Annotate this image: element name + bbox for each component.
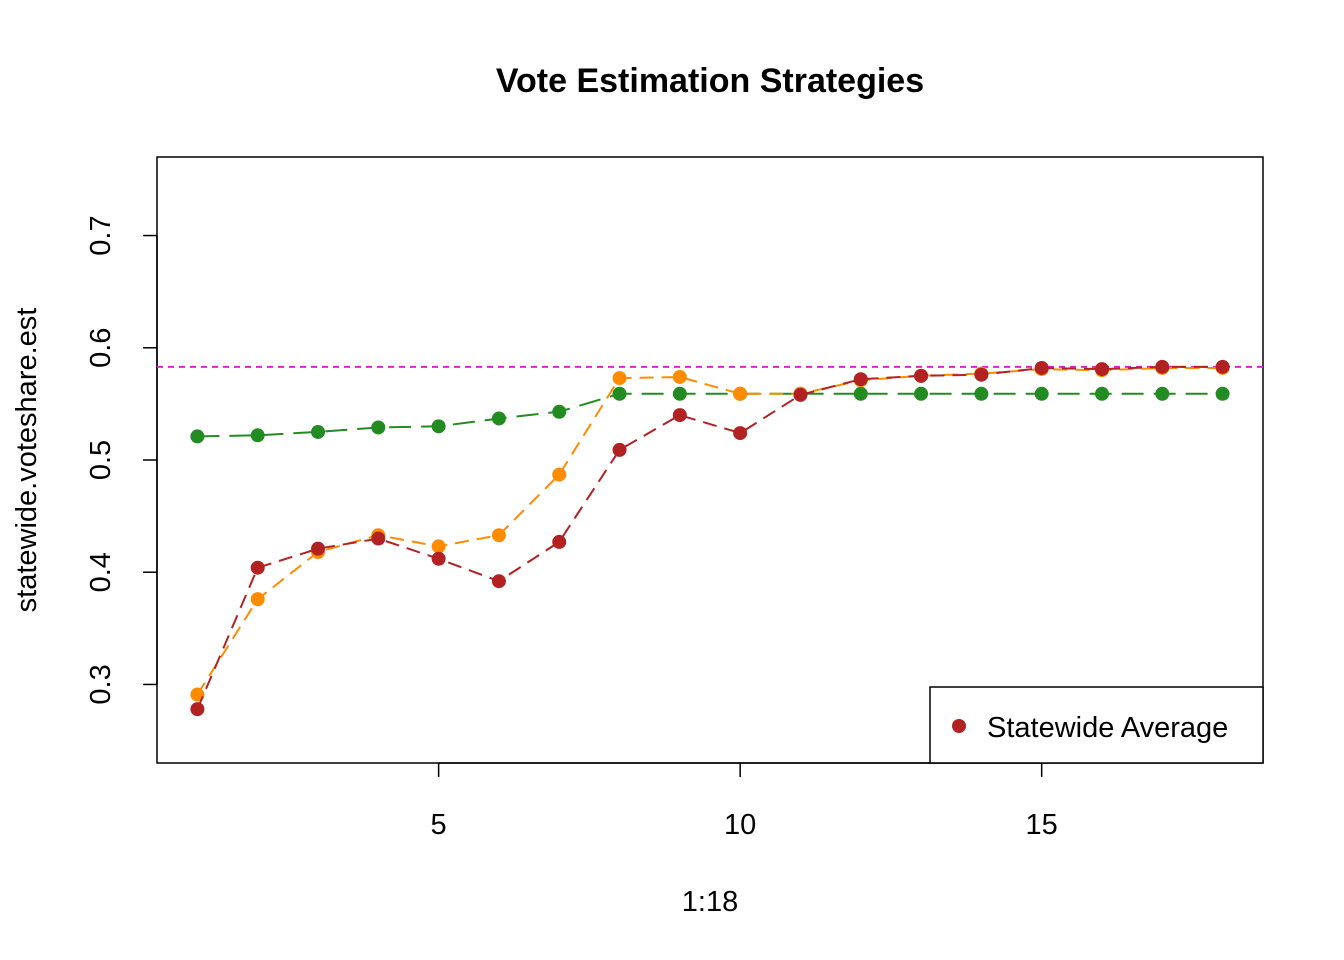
data-point: [672, 408, 687, 423]
x-tick-label: 5: [431, 809, 447, 841]
data-point: [914, 368, 929, 383]
x-axis-label: 1:18: [682, 886, 738, 918]
series-line: [197, 392, 1223, 438]
data-point: [311, 424, 326, 439]
data-point: [311, 541, 326, 556]
data-point: [371, 420, 386, 435]
y-tick-label: 0.6: [85, 328, 117, 368]
x-axis: 5 10 15: [431, 762, 1058, 841]
data-point: [793, 387, 808, 402]
series-1: [190, 360, 1230, 702]
data-point: [1034, 386, 1049, 401]
data-point: [733, 426, 748, 441]
data-point: [853, 372, 868, 387]
series-line: [196, 365, 1223, 710]
x-tick-label: 15: [1026, 809, 1058, 841]
data-point: [1215, 386, 1230, 401]
data-point: [672, 369, 687, 384]
y-tick-label: 0.5: [85, 440, 117, 480]
data-point: [1155, 386, 1170, 401]
series-line: [196, 367, 1223, 696]
data-point: [431, 539, 446, 554]
data-point: [974, 367, 989, 382]
series-2: [190, 359, 1230, 717]
data-point: [250, 592, 265, 607]
data-point: [1094, 386, 1109, 401]
data-point: [1094, 362, 1109, 377]
data-point: [431, 419, 446, 434]
data-point: [612, 442, 627, 457]
legend-label: Statewide Average: [987, 712, 1228, 744]
data-point: [1215, 359, 1230, 374]
chart-title: Vote Estimation Strategies: [496, 62, 924, 100]
data-point: [250, 428, 265, 443]
data-point: [612, 386, 627, 401]
data-point: [491, 528, 506, 543]
y-axis-label: statewide.voteshare.est: [11, 308, 43, 613]
data-point: [431, 551, 446, 566]
data-point: [371, 531, 386, 546]
data-point: [190, 702, 205, 717]
legend: Statewide Average: [929, 686, 1264, 764]
data-point: [612, 371, 627, 386]
data-point: [853, 386, 868, 401]
data-point: [190, 429, 205, 444]
plot-area-frame: [156, 156, 1264, 764]
x-tick-label: 10: [724, 809, 756, 841]
data-point: [552, 467, 567, 482]
data-point: [190, 687, 205, 702]
data-point: [733, 386, 748, 401]
data-point: [491, 574, 506, 589]
series-layer: [190, 359, 1230, 717]
y-tick-label: 0.7: [85, 215, 117, 255]
data-point: [974, 386, 989, 401]
data-point: [552, 404, 567, 419]
y-tick-label: 0.4: [85, 552, 117, 592]
legend-marker: [952, 719, 966, 733]
data-point: [552, 534, 567, 549]
legend-box: [929, 686, 1264, 764]
data-point: [914, 386, 929, 401]
data-point: [1155, 359, 1170, 374]
data-point: [250, 560, 265, 575]
y-axis: 0.3 0.4 0.5 0.6 0.7: [85, 215, 158, 705]
series-0: [190, 386, 1230, 444]
data-point: [1034, 360, 1049, 375]
data-point: [672, 386, 687, 401]
y-tick-label: 0.3: [85, 664, 117, 704]
data-point: [491, 411, 506, 426]
